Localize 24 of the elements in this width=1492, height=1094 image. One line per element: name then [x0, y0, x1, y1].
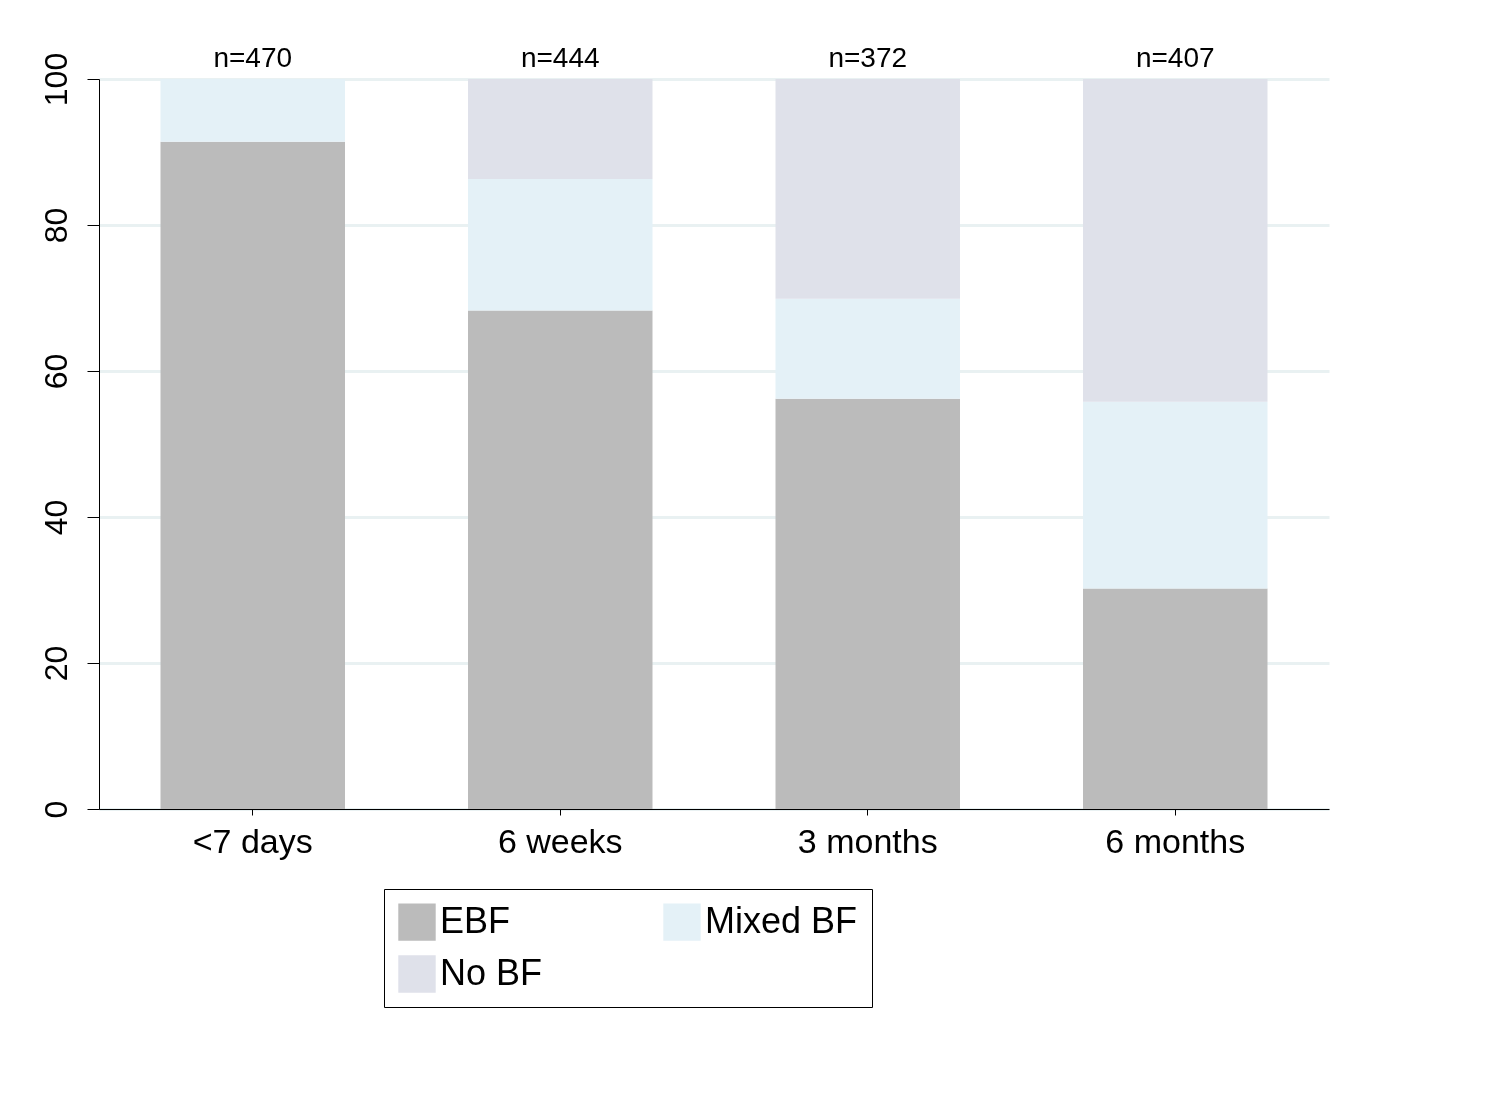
annotation: n=444 — [520, 42, 600, 73]
bar — [1083, 588, 1268, 809]
x-tick-label: <7 days — [192, 821, 313, 860]
y-tick-label: 80 — [37, 207, 74, 244]
legend-label: No BF — [440, 952, 543, 993]
bar — [1083, 79, 1268, 402]
legend-label: Mixed BF — [705, 900, 858, 942]
y-tick-label: 20 — [37, 645, 74, 682]
annotation: n=372 — [828, 42, 908, 73]
annotation: n=407 — [1135, 42, 1215, 73]
bar — [160, 141, 345, 809]
bar — [468, 310, 653, 809]
bar — [775, 398, 960, 809]
x-tick-label: 6 weeks — [497, 821, 623, 860]
y-tick-label: 60 — [37, 353, 74, 390]
y-tick-label: 0 — [37, 800, 74, 819]
y-tick-label: 100 — [37, 52, 74, 107]
y-tick-label: 40 — [37, 499, 74, 536]
annotation: n=470 — [213, 42, 293, 73]
bar — [468, 79, 653, 180]
x-tick-label: 6 months — [1105, 821, 1246, 860]
legend-label: EBF — [440, 900, 511, 942]
bar — [775, 79, 960, 299]
x-tick-label: 3 months — [797, 821, 938, 860]
